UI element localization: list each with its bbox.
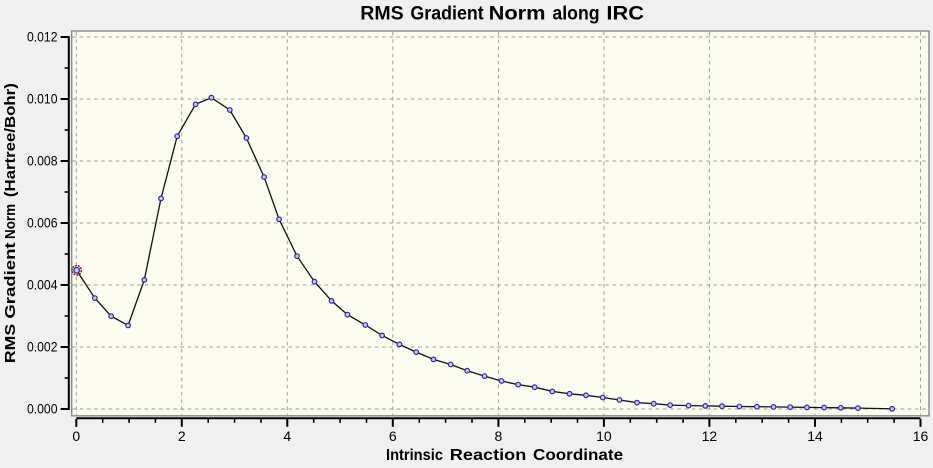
svg-text:0.000: 0.000 — [27, 401, 58, 417]
svg-text:2: 2 — [178, 428, 186, 444]
svg-text:0.002: 0.002 — [27, 339, 58, 355]
svg-text:0.012: 0.012 — [27, 29, 58, 45]
svg-text:8: 8 — [495, 428, 503, 444]
svg-text:0.006: 0.006 — [27, 215, 58, 231]
svg-text:4: 4 — [283, 428, 291, 444]
svg-text:10: 10 — [596, 428, 612, 444]
svg-text:0: 0 — [72, 428, 80, 444]
svg-text:12: 12 — [702, 428, 718, 444]
svg-text:0.010: 0.010 — [27, 91, 58, 107]
svg-text:16: 16 — [913, 428, 929, 444]
svg-text:14: 14 — [807, 428, 823, 444]
svg-text:RMSGradientNorm(Hartree/Bohr): RMSGradientNorm(Hartree/Bohr) — [3, 83, 19, 363]
svg-text:0.008: 0.008 — [27, 153, 58, 169]
svg-text:6: 6 — [389, 428, 397, 444]
svg-text:0.004: 0.004 — [27, 277, 58, 293]
